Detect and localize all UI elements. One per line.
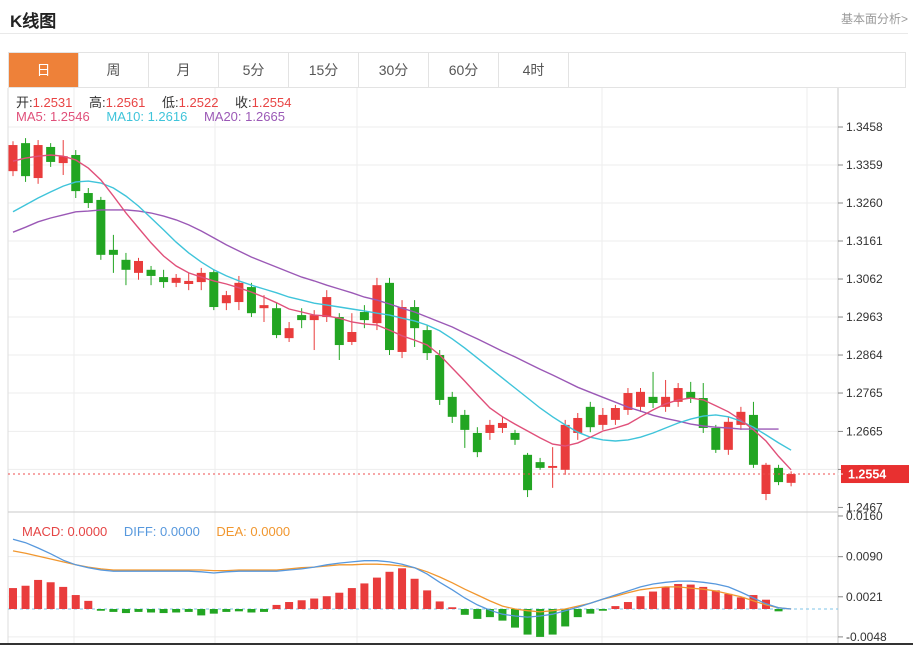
dea-label: DEA:	[216, 524, 247, 539]
ma10-line	[12, 180, 792, 451]
svg-text:1.3359: 1.3359	[846, 158, 883, 172]
svg-text:1.3260: 1.3260	[846, 196, 883, 210]
axis-labels: 1.3458 1.3359 1.3260 1.3161 1.3062 1.2963 1.28…	[838, 120, 887, 644]
svg-text:1.2864: 1.2864	[846, 348, 883, 362]
ma10-value: 1.2616	[147, 109, 188, 124]
svg-text:1.2554: 1.2554	[848, 468, 886, 482]
ma20-label: MA20:	[203, 109, 242, 124]
svg-text:0.0090: 0.0090	[846, 550, 883, 564]
svg-text:1.2467: 1.2467	[846, 500, 883, 514]
macd-legend: MACD: 0.0000 DIFF: 0.0000 DEA: 0.0000	[22, 524, 303, 539]
ma20-line	[12, 209, 779, 430]
ma5-line	[12, 154, 792, 471]
svg-text:1.2963: 1.2963	[846, 310, 883, 324]
svg-text:1.2665: 1.2665	[846, 424, 883, 438]
diff-line	[12, 538, 792, 618]
tab-15min[interactable]: 15分	[289, 53, 359, 87]
ma5-value: 1.2546	[49, 109, 90, 124]
diff-value: 0.0000	[160, 524, 200, 539]
high-value: 1.2561	[105, 95, 146, 110]
gridlines	[8, 88, 838, 643]
dea-value: 0.0000	[250, 524, 291, 539]
tab-week[interactable]: 周	[79, 53, 149, 87]
diff-label: DIFF:	[123, 524, 157, 539]
svg-text:0.0021: 0.0021	[846, 590, 883, 604]
header-divider	[0, 33, 908, 34]
open-label: 开:	[16, 95, 33, 110]
svg-text:0.0160: 0.0160	[846, 509, 883, 523]
ma20-value: 1.2665	[245, 109, 285, 124]
close-value: 1.2554	[251, 95, 292, 110]
macd-label: MACD:	[22, 524, 64, 539]
ohlc-legend: 开:1.2531 高:1.2561 低:1.2522 收:1.2554	[16, 92, 304, 111]
svg-text:1.2765: 1.2765	[846, 386, 883, 400]
close-label: 收:	[235, 95, 252, 110]
chart-frame	[0, 88, 913, 645]
macd-histogram	[9, 568, 783, 637]
macd-value: 0.0000	[67, 524, 108, 539]
tab-5min[interactable]: 5分	[219, 53, 289, 87]
open-value: 1.2531	[32, 95, 73, 110]
ma5-label: MA5:	[16, 109, 47, 124]
dea-line	[12, 550, 792, 613]
ma10-label: MA10:	[106, 109, 144, 124]
candles	[8, 138, 796, 501]
svg-text:-0.0048: -0.0048	[846, 630, 887, 644]
svg-text:1.3161: 1.3161	[846, 234, 883, 248]
tab-4hour[interactable]: 4时	[499, 53, 569, 87]
tab-60min[interactable]: 60分	[429, 53, 499, 87]
svg-text:1.3062: 1.3062	[846, 272, 883, 286]
tab-month[interactable]: 月	[149, 53, 219, 87]
low-label: 低:	[162, 95, 179, 110]
fundamental-analysis-link[interactable]: 基本面分析>	[840, 12, 908, 26]
current-price-badge: 1.2554	[838, 465, 909, 484]
period-tab-bar: 日 周 月 5分 15分 30分 60分 4时	[8, 52, 906, 88]
low-value: 1.2522	[178, 95, 219, 110]
ma-legend: MA5: 1.2546 MA10: 1.2616 MA20: 1.2665	[16, 109, 298, 124]
tab-30min[interactable]: 30分	[359, 53, 429, 87]
high-label: 高:	[89, 95, 106, 110]
svg-text:1.3458: 1.3458	[846, 120, 883, 134]
page-title: K线图	[10, 12, 57, 31]
tab-day[interactable]: 日	[9, 53, 79, 87]
